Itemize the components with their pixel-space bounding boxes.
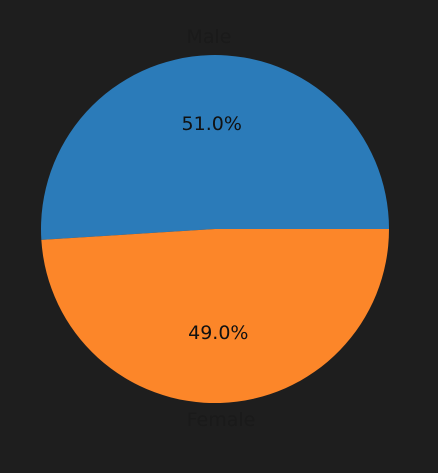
- slice-label-female: Female: [187, 409, 256, 431]
- pct-label-male: 51.0%: [182, 113, 242, 135]
- pie-slice-female: [41, 229, 390, 404]
- pct-label-female: 49.0%: [188, 322, 248, 344]
- pie-slice-male: [40, 55, 389, 240]
- pie-slices: [40, 55, 390, 404]
- slice-label-male: Male: [186, 26, 231, 48]
- pie-labels: Male 51.0% Female 49.0%: [182, 26, 256, 431]
